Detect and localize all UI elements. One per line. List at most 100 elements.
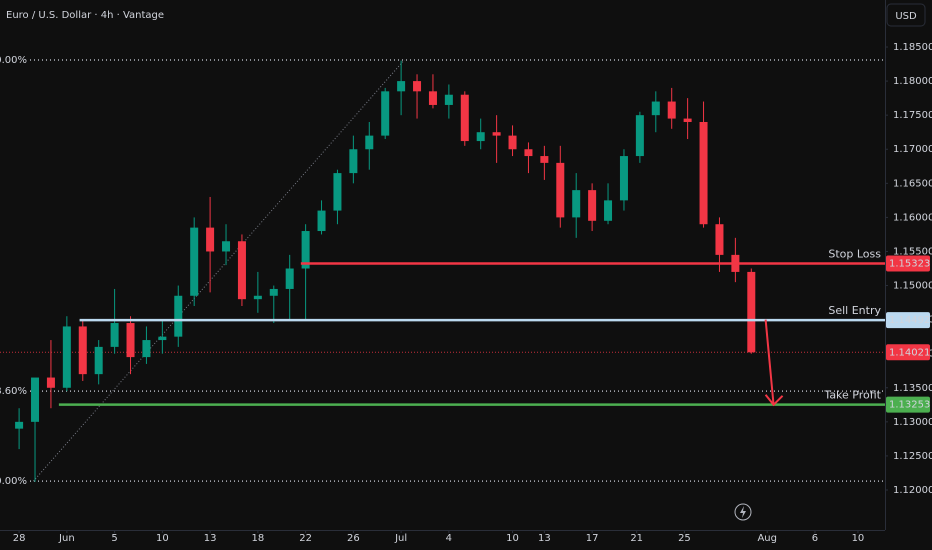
fib-trend-line — [33, 59, 405, 482]
candle-body — [444, 94, 453, 105]
y-tick-label: 1.18000 — [893, 76, 932, 87]
icon-bolt — [740, 506, 746, 518]
x-tick-label: 6 — [812, 533, 818, 544]
candle-body — [94, 346, 103, 375]
candle-body — [301, 231, 310, 269]
candle-body — [683, 118, 692, 122]
candle-body — [572, 190, 581, 218]
x-tick-label: 13 — [538, 533, 551, 544]
price-tag — [886, 255, 930, 272]
candle-body — [62, 326, 71, 388]
candle-body — [253, 295, 262, 300]
x-tick-label: 18 — [251, 533, 264, 544]
price-tag-label: 1.15323 — [889, 259, 930, 270]
currency-label: USD — [895, 11, 917, 22]
candle-body — [556, 162, 565, 218]
icon-circle — [734, 503, 752, 521]
replay-icon[interactable] — [734, 503, 752, 521]
candle-body — [588, 190, 597, 221]
candle-body — [540, 156, 549, 163]
arrow-head — [764, 394, 784, 407]
currency-button[interactable] — [886, 3, 926, 27]
price-tag — [886, 312, 930, 329]
x-tick-label: 4 — [446, 533, 452, 544]
level-name: Take Profit — [823, 389, 881, 402]
candle-body — [174, 295, 183, 337]
candle-body — [635, 115, 644, 157]
candle-body — [476, 132, 485, 142]
candle-body — [747, 271, 756, 353]
candle-body — [142, 340, 151, 358]
y-tick-label: 1.17500 — [893, 110, 932, 121]
candle-body — [269, 288, 278, 296]
candle-body — [15, 421, 24, 429]
price-tag-label: 1.14021 — [889, 347, 930, 358]
candle-body — [428, 91, 437, 105]
candle-body — [349, 149, 358, 174]
candle-body — [158, 336, 167, 341]
candle-body — [397, 81, 406, 92]
x-tick-label: 22 — [299, 533, 312, 544]
candle-body — [126, 323, 135, 358]
candle-body — [317, 210, 326, 232]
candle-body — [237, 241, 246, 300]
candle-body — [206, 227, 215, 252]
candle-body — [651, 101, 660, 116]
candle-body — [381, 91, 390, 136]
candle-body — [365, 135, 374, 150]
x-tick-label: Aug — [757, 533, 777, 544]
chart-title: Euro / U.S. Dollar · 4h · Vantage — [6, 10, 164, 21]
candle-body — [413, 81, 422, 92]
candle-body — [524, 149, 533, 157]
level-name: Stop Loss — [828, 248, 881, 261]
candle-body — [222, 241, 231, 252]
candle-body — [333, 173, 342, 211]
x-tick-label: Jul — [394, 533, 407, 544]
x-tick-label: 17 — [586, 533, 599, 544]
x-tick-label: 21 — [630, 533, 643, 544]
y-tick-label: 1.12500 — [893, 451, 932, 462]
price-tag — [886, 396, 930, 413]
fib-label: 0.00% — [0, 476, 27, 487]
level-name: Sell Entry — [828, 304, 881, 317]
x-tick-label: 5 — [111, 533, 117, 544]
candle-body — [110, 323, 119, 347]
candle-body — [190, 227, 199, 296]
candle-body — [492, 132, 501, 136]
price-tag-label: 1.13253 — [889, 400, 930, 411]
x-tick-label: 10 — [156, 533, 169, 544]
x-tick-label: 26 — [347, 533, 360, 544]
candle-body — [667, 101, 676, 119]
y-tick-label: 1.15000 — [893, 281, 932, 292]
arrow-shaft — [764, 319, 775, 405]
y-tick-label: 1.13000 — [893, 417, 932, 428]
candle-body — [460, 94, 469, 142]
y-tick-label: 1.16000 — [893, 212, 932, 223]
x-tick-label: 25 — [678, 533, 691, 544]
candle-body — [715, 224, 724, 255]
x-tick-label: 28 — [13, 533, 26, 544]
candle-body — [31, 377, 40, 422]
candle-body — [285, 268, 294, 289]
price-tag-label: 1.14492 — [889, 315, 930, 326]
y-tick-label: 1.13500 — [893, 383, 932, 394]
y-tick-label: 1.12000 — [893, 485, 932, 496]
candle-body — [78, 326, 87, 375]
x-tick-label: 10 — [852, 533, 865, 544]
y-tick-label: 1.17000 — [893, 144, 932, 155]
fib-label: 0.00% — [0, 55, 27, 66]
y-tick-label: 1.16500 — [893, 178, 932, 189]
y-tick-label: 1.15500 — [893, 246, 932, 257]
candle-body — [699, 121, 708, 225]
price-tag — [886, 344, 930, 361]
x-tick-label: 10 — [506, 533, 519, 544]
candle-body — [46, 377, 55, 388]
x-tick-label: Jun — [58, 533, 75, 544]
candle-body — [604, 200, 613, 221]
candle-body — [619, 156, 628, 201]
candle-body — [508, 135, 517, 150]
x-tick-label: 13 — [204, 533, 217, 544]
y-tick-label: 1.18500 — [893, 42, 932, 53]
